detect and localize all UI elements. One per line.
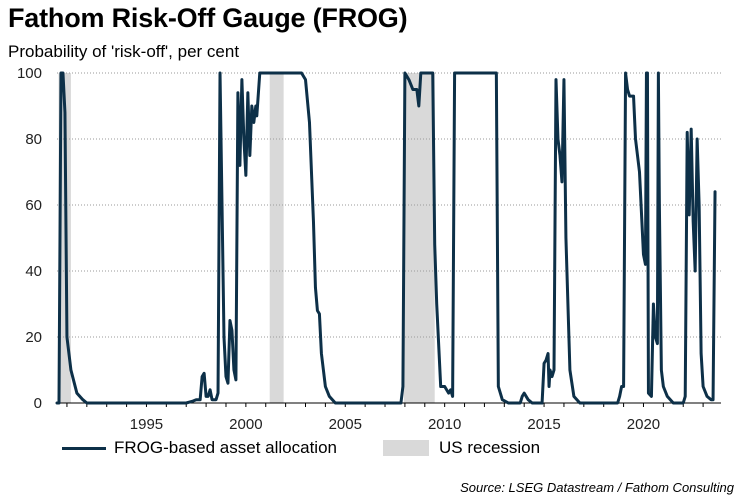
x-tick-label-2000: 2000 [229,416,262,433]
x-tick-label-2020: 2020 [627,416,660,433]
legend-swatch-recession [383,440,429,456]
series-line-frog [55,71,717,405]
y-tick-label-0: 0 [34,395,42,412]
chart-legend: FROG-based asset allocation US recession [62,438,540,458]
recession-band-3 [403,73,435,403]
recession-band-2 [269,73,284,403]
x-tick-label-2005: 2005 [329,416,362,433]
y-tick-label-40: 40 [25,263,42,280]
y-tick-label-20: 20 [25,329,42,346]
y-tick-label-100: 100 [17,65,42,82]
x-tick-label-1995: 1995 [130,416,163,433]
y-tick-label-80: 80 [25,131,42,148]
y-tick-label-60: 60 [25,197,42,214]
x-tick-label-2010: 2010 [428,416,461,433]
x-tick-label-2015: 2015 [527,416,560,433]
chart-title: Fathom Risk-Off Gauge (FROG) [8,3,408,33]
legend-label-frog: FROG-based asset allocation [114,438,337,457]
chart-source: Source: LSEG Datastream / Fathom Consult… [460,480,734,495]
chart-subtitle: Probability of 'risk-off', per cent [8,42,240,61]
legend-label-recession: US recession [439,438,541,457]
legend-swatch-frog [62,446,106,450]
